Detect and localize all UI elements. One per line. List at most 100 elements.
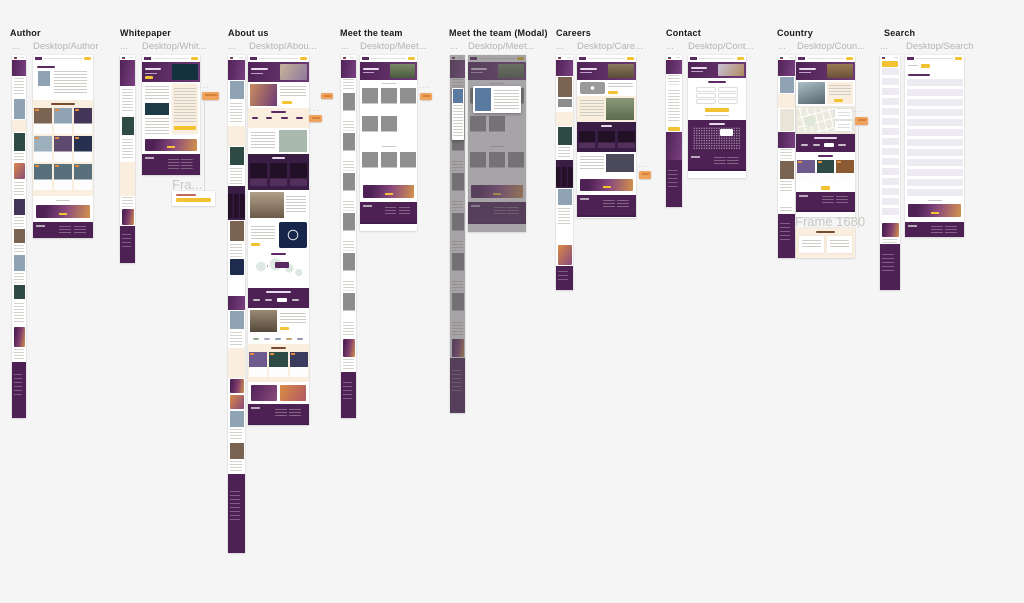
comment-sticky[interactable] [855,117,868,125]
desktop-frame-contact[interactable] [688,55,746,178]
frame-label-whitepaper-mobile[interactable]: ... [120,41,128,52]
form-component-frame[interactable] [172,191,215,206]
member-modal[interactable] [451,88,464,140]
desktop-frame-team-modal[interactable] [468,55,526,232]
form-field[interactable] [696,87,716,92]
form-field[interactable] [696,99,716,104]
comment-sticky[interactable] [202,92,219,100]
frame-label-team-desktop[interactable]: Desktop/Meet... [360,41,427,52]
comment-sticky[interactable] [639,171,651,179]
map-tooltip [274,262,289,269]
mobile-frame-about[interactable] [228,55,245,553]
overflow-dots[interactable]: ... [638,160,650,169]
group-photo [250,192,284,218]
desktop-frame-team[interactable] [360,55,417,231]
connector-line [204,100,205,191]
author-profile-section [33,62,93,100]
frame-title-text[interactable]: Fra... [172,177,203,192]
form-field[interactable] [718,93,738,98]
frame-label-about-mobile[interactable]: ... [228,41,236,52]
frame-label-country-desktop[interactable]: Desktop/Coun... [797,41,866,52]
frame-label-contact-desktop[interactable]: Desktop/Cont... [688,41,754,52]
frame-label-team-mobile[interactable]: ... [341,41,349,52]
frame-label-careers-mobile[interactable]: ... [556,41,564,52]
video-player[interactable] [580,82,605,94]
frame-label-search-mobile[interactable]: ... [880,41,888,52]
frame-label-author-mobile[interactable]: ... [12,41,20,52]
section-title-whitepaper[interactable]: Whitepaper [120,28,172,38]
cta-banner [908,204,961,217]
thumb-footer [688,153,746,171]
overflow-dots[interactable]: ... [854,105,866,114]
frame-label-about-desktop[interactable]: Desktop/Abou... [249,41,317,52]
form-field[interactable] [696,93,716,98]
thumb-block [120,86,135,116]
overflow-dots[interactable]: ... [309,104,321,113]
desktop-frame-search[interactable] [905,55,964,237]
thumb-block [778,206,795,214]
frame-label-country-mobile[interactable]: ... [778,41,786,52]
section-title-search[interactable]: Search [884,28,916,38]
overflow-dots[interactable]: ... [419,81,431,90]
frame-label-author-desktop[interactable]: Desktop/Author [33,41,99,52]
thumb-block [341,60,356,78]
frame-title-text[interactable]: Frame 1680 [795,214,866,229]
member-bio-lines [494,90,519,110]
section-title-about[interactable]: About us [228,28,269,38]
desktop-frame-whitepaper[interactable] [142,55,200,175]
thumb-block [342,339,355,357]
frame-label-team-modal-desktop[interactable]: Desktop/Meet... [468,41,535,52]
desktop-frame-careers[interactable] [577,55,636,218]
member-modal[interactable] [473,86,521,113]
section-text-lines [286,196,306,212]
comment-sticky[interactable] [420,93,432,100]
thumb-header [142,55,200,62]
form-field[interactable] [718,99,738,104]
who-we-are-stats [248,108,309,128]
thumb-block [229,411,244,427]
section-title-team-modal[interactable]: Meet the team (Modal) [449,28,548,38]
frame-label-contact-mobile[interactable]: ... [666,41,674,52]
frame-label-team-modal-mobile[interactable]: ... [450,41,458,52]
mobile-frame-whitepaper[interactable] [120,55,135,263]
mobile-frame-country[interactable] [778,55,795,258]
thumb-block [229,395,244,409]
section-title-careers[interactable]: Careers [556,28,591,38]
overflow-dots[interactable]: ... [199,81,211,90]
cases-button[interactable] [820,186,831,190]
form-submit-button[interactable] [705,108,729,112]
thumb-block [880,218,900,222]
section-title-contact[interactable]: Contact [666,28,701,38]
section-title-author[interactable]: Author [10,28,41,38]
logo-icon [35,57,42,60]
desktop-frame-about[interactable] [248,55,309,425]
comment-sticky[interactable] [309,115,322,122]
frame-label-careers-desktop[interactable]: Desktop/Care... [577,41,643,52]
comment-sticky[interactable] [321,93,333,99]
mobile-frame-careers[interactable] [556,55,573,290]
mobile-frame-team[interactable] [341,55,356,418]
thumb-block [881,223,899,237]
mobile-frame-contact[interactable] [666,55,682,207]
frame-label-whitepaper-desktop[interactable]: Desktop/Whit... [142,41,207,52]
section-title-country[interactable]: Country [777,28,813,38]
thumb-block [557,245,572,265]
search-results-list[interactable] [906,79,963,197]
search-chip[interactable] [921,64,930,68]
mobile-frame-team-modal[interactable] [450,55,465,413]
header-cta-pill [408,57,415,60]
desktop-frame-country[interactable] [796,55,855,217]
frame-label-search-desktop[interactable]: Desktop/Search [906,41,974,52]
office-cards-frame[interactable] [796,228,855,258]
mobile-frame-search[interactable] [880,55,900,290]
desktop-frame-author[interactable] [33,55,93,238]
form-field[interactable] [718,87,738,92]
map-card [835,109,852,119]
cards-heading [816,231,835,233]
locations-map-section [248,250,309,288]
mobile-frame-author[interactable] [12,55,26,418]
section-title-team[interactable]: Meet the team [340,28,403,38]
thumb-block [13,327,25,347]
thumb-block [12,300,26,326]
pagination[interactable] [905,197,964,203]
